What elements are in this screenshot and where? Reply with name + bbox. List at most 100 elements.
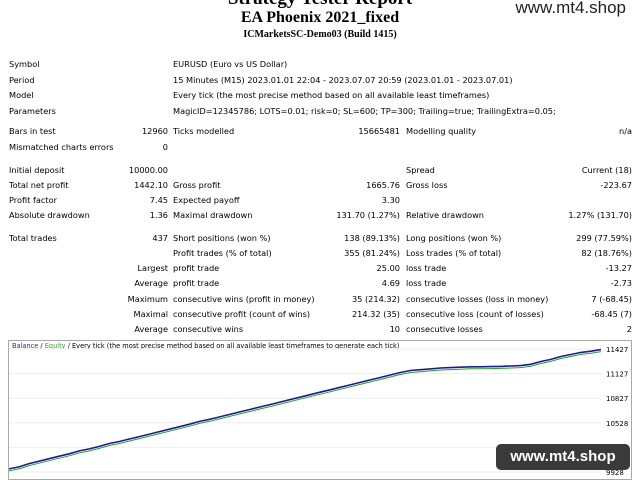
long-positions-label: Long positions (won %) [406,233,502,243]
average-loss-trade-label: loss trade [406,278,447,288]
average-consecutive-losses-label: consecutive losses [406,324,483,334]
abs-drawdown-label: Absolute drawdown [9,210,90,220]
y-tick-label: 10528 [606,420,628,428]
period-label: Period [9,75,35,85]
largest-label: Largest [137,263,168,273]
profit-factor-label: Profit factor [9,195,57,205]
gross-profit-value: 1665.76 [366,180,400,190]
net-profit-label: Total net profit [9,180,69,190]
bars-value: 12960 [141,126,168,136]
row-total-trades: Total trades 437 Short positions (won %)… [0,231,640,245]
largest-loss-trade-label: loss trade [406,263,447,273]
equity-line [9,351,602,472]
loss-trades-value: 82 (18.76%) [581,248,632,258]
loss-trades-label: Loss trades (% of total) [406,248,502,258]
balance-chart: Balance / Equity / Every tick (the most … [8,340,632,480]
gross-loss-label: Gross loss [406,180,448,190]
spread-label: Spread [406,165,435,175]
model-label: Model [9,90,34,100]
total-trades-label: Total trades [9,233,57,243]
mismatch-value: 0 [162,142,168,152]
legend-equity: Equity [44,342,66,350]
max-consecutive-losses-label: consecutive losses (loss in money) [406,294,549,304]
max-drawdown-label: Maximal drawdown [173,210,253,220]
symbol-label: Symbol [9,59,40,69]
row-net-profit: Total net profit 1442.10 Gross profit 16… [0,178,640,192]
row-parameters: Parameters MagicID=12345786; LOTS=0.01; … [0,104,640,118]
quality-value: n/a [619,126,632,136]
report-title: Strategy Tester Report [0,0,640,10]
row-symbol: Symbol EURUSD (Euro vs US Dollar) [0,57,640,71]
ticks-label: Ticks modelled [173,126,235,136]
y-tick-label: 11427 [606,346,628,354]
average-label: Average [134,278,168,288]
short-positions-value: 138 (89.13%) [344,233,400,243]
row-profit-trades: Profit trades (% of total) 355 (81.24%) … [0,246,640,260]
rel-drawdown-value: 1.27% (131.70) [568,210,632,220]
total-trades-value: 437 [152,233,168,243]
quality-label: Modelling quality [406,126,477,136]
watermark-bottom: www.mt4.shop [496,444,630,470]
period-value: 15 Minutes (M15) 2023.01.01 22:04 - 2023… [173,75,513,85]
gross-loss-value: -223.67 [600,180,632,190]
row-average-consecutive: Average consecutive wins 10 consecutive … [0,322,640,336]
mismatch-label: Mismatched charts errors [9,142,114,152]
row-deposit: Initial deposit 10000.00 Spread Current … [0,163,640,177]
row-model: Model Every tick (the most precise metho… [0,88,640,102]
rel-drawdown-label: Relative drawdown [406,210,484,220]
expected-payoff-value: 3.30 [381,195,400,205]
row-maximal: Maximal consecutive profit (count of win… [0,307,640,321]
largest-profit-trade-label: profit trade [173,263,220,273]
average-consecutive-label: Average [134,324,168,334]
maximal-consecutive-loss-value: -68.45 (7) [591,309,632,319]
legend-model: / Every tick (the most precise method ba… [65,342,400,350]
ticks-value: 15665481 [358,126,400,136]
row-largest: Largest profit trade 25.00 loss trade -1… [0,261,640,275]
row-period: Period 15 Minutes (M15) 2023.01.01 22:04… [0,73,640,87]
symbol-value: EURUSD (Euro vs US Dollar) [173,59,288,69]
max-consecutive-losses-value: 7 (-68.45) [591,294,632,304]
average-consecutive-wins-label: consecutive wins [173,324,244,334]
y-tick-label: 11127 [606,371,628,379]
spread-value: Current (18) [581,165,632,175]
gross-profit-label: Gross profit [173,180,221,190]
maximum-label: Maximum [127,294,168,304]
maximal-consecutive-loss-label: consecutive loss (count of losses) [406,309,544,319]
legend-sep: / [38,342,45,350]
largest-profit-trade-value: 25.00 [376,263,400,273]
model-value: Every tick (the most precise method base… [173,90,490,100]
average-consecutive-losses-value: 2 [626,324,632,334]
deposit-value: 10000.00 [128,165,168,175]
average-profit-trade-label: profit trade [173,278,220,288]
maximal-consecutive-profit-label: consecutive profit (count of wins) [173,309,311,319]
net-profit-value: 1442.10 [134,180,168,190]
row-maximum: Maximum consecutive wins (profit in mone… [0,292,640,306]
average-loss-trade-value: -2.73 [610,278,632,288]
legend-balance: Balance [12,342,39,350]
row-drawdown: Absolute drawdown 1.36 Maximal drawdown … [0,208,640,222]
deposit-label: Initial deposit [9,165,65,175]
maximal-label: Maximal [133,309,168,319]
average-profit-trade-value: 4.69 [381,278,400,288]
bars-label: Bars in test [9,126,56,136]
profit-factor-value: 7.45 [149,195,168,205]
ea-name: EA Phoenix 2021_fixed [240,9,400,26]
row-mismatch: Mismatched charts errors 0 [0,140,640,154]
parameters-label: Parameters [9,106,56,116]
max-consecutive-wins-label: consecutive wins (profit in money) [173,294,315,304]
server-build: ICMarketsSC-Demo03 (Build 1415) [243,29,397,40]
row-average: Average profit trade 4.69 loss trade -2.… [0,276,640,290]
expected-payoff-label: Expected payoff [173,195,240,205]
max-consecutive-wins-value: 35 (214.32) [351,294,400,304]
abs-drawdown-value: 1.36 [149,210,168,220]
watermark-top: www.mt4.shop [515,0,626,17]
largest-loss-trade-value: -13.27 [605,263,632,273]
balance-line [9,348,602,470]
row-profit-factor: Profit factor 7.45 Expected payoff 3.30 [0,193,640,207]
y-tick-label: 10827 [606,395,628,403]
max-drawdown-value: 131.70 (1.27%) [336,210,400,220]
profit-trades-label: Profit trades (% of total) [173,248,272,258]
average-consecutive-wins-value: 10 [389,324,400,334]
profit-trades-value: 355 (81.24%) [344,248,400,258]
long-positions-value: 299 (77.59%) [576,233,632,243]
